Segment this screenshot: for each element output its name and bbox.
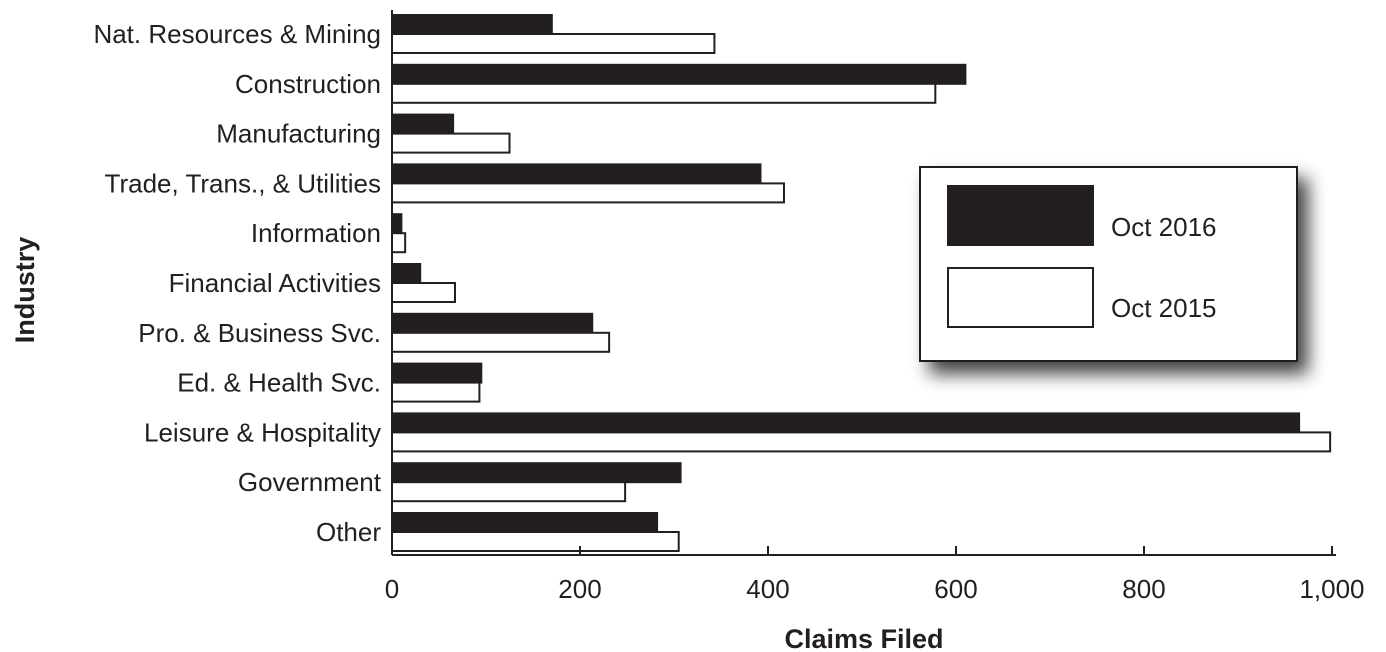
category-label-information: Information (251, 218, 381, 248)
bar-pro-business-svc-oct-2016 (391, 312, 594, 334)
x-tick-label-0: 0 (385, 574, 399, 604)
category-label-nat-resources-mining: Nat. Resources & Mining (93, 19, 381, 49)
bar-government-oct-2016 (391, 462, 682, 484)
bar-nat-resources-mining-oct-2015 (391, 33, 716, 54)
category-label-construction: Construction (235, 69, 381, 99)
y-axis-title: Industry (10, 237, 40, 344)
x-tick-label-800: 800 (1122, 574, 1165, 604)
bar-trade-trans-utilities-oct-2015 (391, 182, 785, 204)
category-label-ed-health-svc: Ed. & Health Svc. (177, 368, 381, 398)
x-axis-title: Claims Filed (784, 624, 943, 652)
bar-ed-health-svc-oct-2016 (391, 362, 483, 384)
x-tick-label-600: 600 (934, 574, 977, 604)
bar-nat-resources-mining-oct-2016 (391, 14, 553, 35)
bar-financial-activities-oct-2015 (391, 282, 456, 303)
bar-information-oct-2016 (391, 213, 403, 235)
category-label-other: Other (316, 517, 381, 547)
x-tick-label-1000: 1,000 (1299, 574, 1364, 604)
x-axis-ticks: 0 200 400 600 800 1,000 (385, 546, 1365, 604)
legend-swatch-oct-2016 (947, 185, 1094, 246)
legend-swatch-oct-2015 (947, 267, 1094, 328)
bar-manufacturing-oct-2016 (391, 113, 455, 135)
bar-construction-oct-2015 (391, 82, 937, 104)
bar-other-oct-2015 (391, 531, 680, 552)
x-tick-label-200: 200 (558, 574, 601, 604)
category-label-trade-trans-utilities: Trade, Trans., & Utilities (105, 168, 381, 198)
x-tick-label-400: 400 (746, 574, 789, 604)
bar-information-oct-2015 (391, 232, 407, 254)
category-label-financial-activities: Financial Activities (169, 268, 381, 298)
category-label-government: Government (238, 467, 382, 497)
legend-label-oct-2016: Oct 2016 (1111, 212, 1217, 242)
category-label-manufacturing: Manufacturing (216, 119, 381, 149)
bar-financial-activities-oct-2016 (391, 263, 422, 284)
bar-trade-trans-utilities-oct-2016 (391, 163, 762, 185)
category-labels: Nat. Resources & Mining Construction Manuf… (93, 19, 381, 547)
legend: Oct 2016 Oct 2015 (919, 166, 1298, 362)
bar-construction-oct-2016 (391, 63, 967, 85)
bar-ed-health-svc-oct-2015 (391, 381, 481, 403)
bar-government-oct-2015 (391, 481, 627, 503)
category-label-leisure-hospitality: Leisure & Hospitality (144, 417, 381, 447)
legend-label-oct-2015: Oct 2015 (1111, 293, 1217, 323)
bar-manufacturing-oct-2015 (391, 132, 511, 154)
bar-other-oct-2016 (391, 512, 659, 533)
bar-leisure-hospitality-oct-2016 (391, 412, 1301, 434)
bar-leisure-hospitality-oct-2015 (391, 431, 1332, 453)
category-label-pro-business-svc: Pro. & Business Svc. (138, 318, 381, 348)
bar-pro-business-svc-oct-2015 (391, 331, 611, 353)
